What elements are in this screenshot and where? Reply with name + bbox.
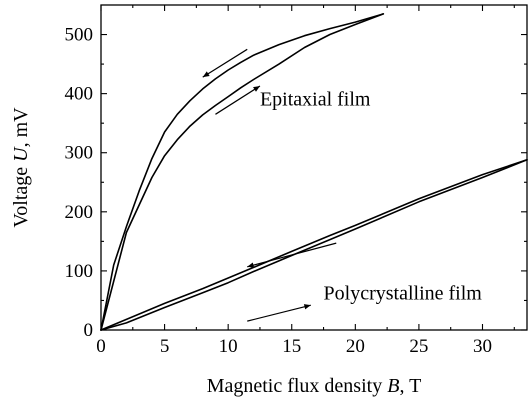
x-tick-label: 10 xyxy=(219,336,238,357)
x-tick-label: 15 xyxy=(282,336,301,357)
y-axis-label: Voltage U, mV xyxy=(10,107,32,228)
y-axis-label-suffix: , mV xyxy=(10,107,32,148)
x-tick-label: 25 xyxy=(409,336,428,357)
epitaxial-curve-lower xyxy=(100,13,385,331)
y-tick-label: 200 xyxy=(65,202,94,223)
y-tick-label: 0 xyxy=(84,320,94,341)
x-tick-label: 5 xyxy=(160,336,170,357)
x-axis-label-suffix: , T xyxy=(399,375,421,397)
x-axis-label: Magnetic flux density B, T xyxy=(207,375,422,397)
x-tick-label: 20 xyxy=(346,336,365,357)
x-axis-label-prefix: Magnetic flux density xyxy=(207,375,388,397)
y-tick-label: 100 xyxy=(65,261,94,282)
direction-arrow xyxy=(247,304,311,322)
polycrystalline-curve-upper xyxy=(100,159,528,331)
x-tick-label: 0 xyxy=(96,336,106,357)
direction-arrow xyxy=(215,85,261,115)
y-axis-label-symbol: U xyxy=(10,146,32,162)
annotation-polycrystalline-film: Polycrystalline film xyxy=(324,282,483,304)
arrow-layer xyxy=(202,48,337,322)
x-axis-label-symbol: B xyxy=(387,375,399,397)
y-axis-label-prefix: Voltage xyxy=(10,162,32,228)
polycrystalline-curve-lower xyxy=(100,159,528,331)
direction-arrow xyxy=(247,242,337,268)
y-tick-label: 400 xyxy=(65,84,94,105)
epitaxial-curve-upper xyxy=(100,13,385,331)
series-layer xyxy=(100,13,528,331)
x-tick-label: 30 xyxy=(473,336,492,357)
y-tick-label: 300 xyxy=(65,143,94,164)
annotation-epitaxial-film: Epitaxial film xyxy=(260,88,371,110)
plot-frame xyxy=(100,4,528,331)
y-tick-label: 500 xyxy=(65,25,94,46)
direction-arrow xyxy=(202,48,248,78)
